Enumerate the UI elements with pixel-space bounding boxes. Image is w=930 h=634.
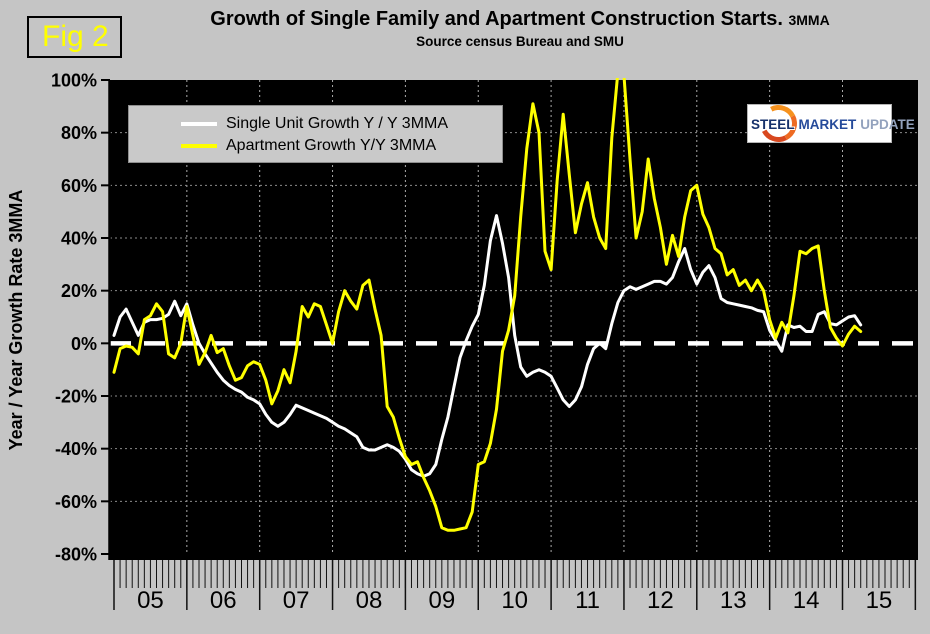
x-axis-year-label: 12 xyxy=(647,587,674,614)
x-axis-year-label: 14 xyxy=(793,587,820,614)
legend-item-apartment: Apartment Growth Y/Y 3MMA xyxy=(181,135,502,157)
chart-title-line: Growth of Single Family and Apartment Co… xyxy=(120,7,920,32)
x-axis-year-label: 06 xyxy=(210,587,237,614)
chart-title-suffix: 3MMA xyxy=(788,12,830,28)
y-axis-tick-label: 0% xyxy=(71,334,97,354)
y-axis-tick-label: 40% xyxy=(61,229,97,249)
single-unit-line-sample-icon xyxy=(181,122,217,126)
legend-label-single-unit: Single Unit Growth Y / Y 3MMA xyxy=(226,115,449,132)
steel-market-update-logo: STEEL MARKET UPDATE xyxy=(747,100,915,147)
y-axis-title: Year / Year Growth Rate 3MMA xyxy=(6,190,26,451)
y-axis-tick-label: 60% xyxy=(61,176,97,196)
x-axis-year-label: 15 xyxy=(866,587,893,614)
y-axis-tick-label: 80% xyxy=(61,123,97,143)
logo-text: STEEL MARKET UPDATE xyxy=(751,117,915,132)
y-axis-tick-label: -40% xyxy=(55,439,97,459)
logo-word-market: MARKET xyxy=(798,117,857,132)
legend-item-single-unit: Single Unit Growth Y / Y 3MMA xyxy=(181,113,502,135)
logo-word-update: UPDATE xyxy=(860,117,915,132)
y-axis-tick-label: -60% xyxy=(55,492,97,512)
figure-label-box: Fig 2 xyxy=(27,16,122,58)
apartment-growth-line xyxy=(112,78,863,532)
y-axis-tick-label: 20% xyxy=(61,281,97,301)
x-axis-year-label: 13 xyxy=(720,587,747,614)
x-axis-year-label: 05 xyxy=(137,587,164,614)
y-axis-tick-label: -20% xyxy=(55,387,97,407)
logo-word-steel: STEEL xyxy=(751,117,795,132)
chart-subtitle: Source census Bureau and SMU xyxy=(416,34,624,49)
x-axis-year-label: 11 xyxy=(575,587,600,614)
x-axis-year-label: 10 xyxy=(501,587,528,614)
y-axis-tick-label: 100% xyxy=(51,71,97,91)
y-axis-tick-label: -80% xyxy=(55,545,97,565)
chart-title: Growth of Single Family and Apartment Co… xyxy=(210,8,783,30)
apartment-line-sample-icon xyxy=(181,144,217,148)
legend-label-apartment: Apartment Growth Y/Y 3MMA xyxy=(226,137,437,154)
legend: Single Unit Growth Y / Y 3MMA Apartment … xyxy=(128,105,503,163)
single-unit-growth-line xyxy=(112,214,863,478)
figure-label: Fig 2 xyxy=(42,20,109,53)
chart-header: Growth of Single Family and Apartment Co… xyxy=(120,7,920,49)
x-axis-year-label: 07 xyxy=(283,587,310,614)
x-axis-year-label: 09 xyxy=(428,587,455,614)
x-axis-band xyxy=(110,554,918,560)
x-axis-year-label: 08 xyxy=(356,587,383,614)
